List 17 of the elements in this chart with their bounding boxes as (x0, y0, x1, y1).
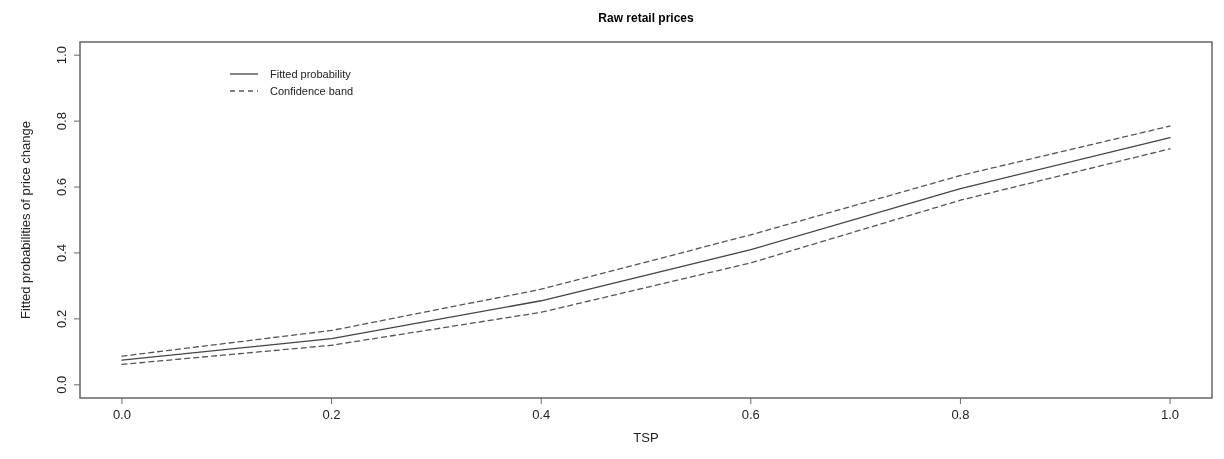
legend-label: Fitted probability (270, 68, 352, 80)
y-tick-label: 0.0 (54, 375, 69, 394)
y-axis-title: Fitted probabilities of price change (18, 120, 33, 320)
legend-label: Confidence band (270, 85, 354, 97)
x-axis-title: TSP (633, 430, 659, 445)
y-tick-label: 1.0 (54, 46, 69, 65)
x-tick-label: 0.4 (532, 407, 551, 422)
y-tick-label: 0.6 (54, 178, 69, 197)
chart-title: Raw retail prices (598, 11, 695, 25)
x-tick-label: 1.0 (1161, 407, 1180, 422)
x-tick-label: 0.8 (951, 407, 970, 422)
x-tick-label: 0.2 (322, 407, 341, 422)
x-tick-label: 0.0 (112, 407, 131, 422)
x-tick-label: 0.6 (741, 407, 760, 422)
y-tick-label: 0.8 (54, 112, 69, 131)
y-tick-label: 0.4 (54, 243, 69, 262)
y-tick-label: 0.2 (54, 309, 69, 328)
